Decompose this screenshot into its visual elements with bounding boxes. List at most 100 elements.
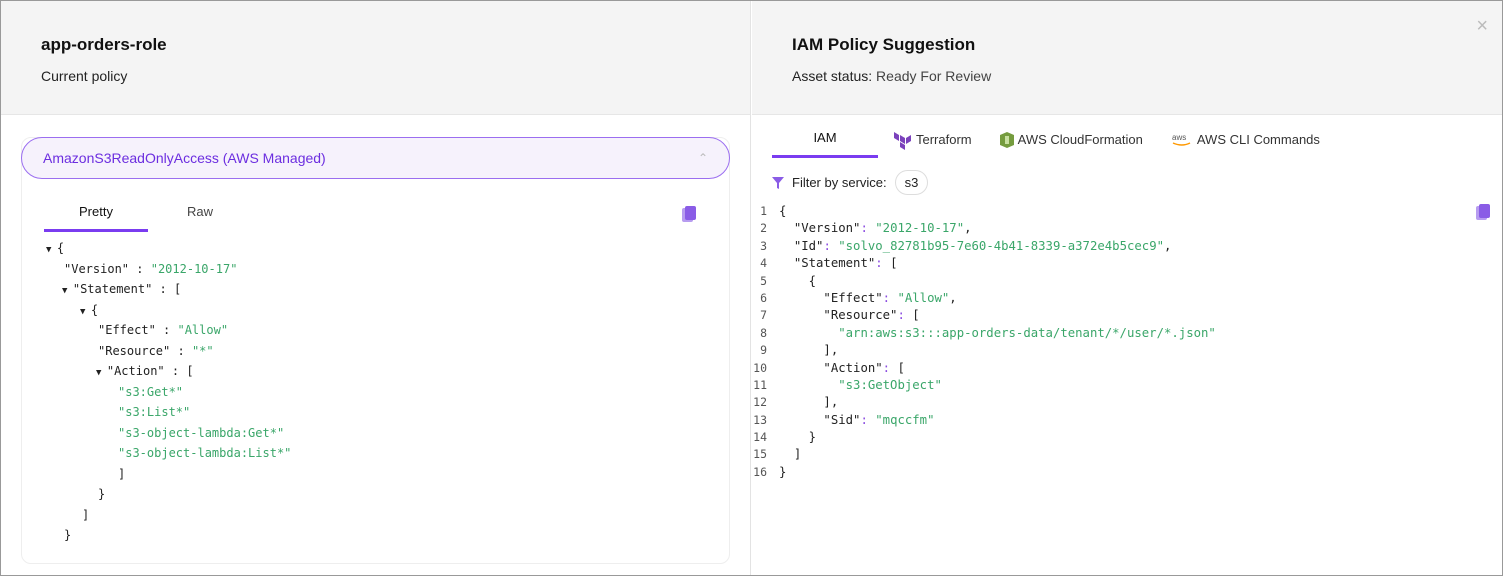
suggestion-panel: IAM Policy Suggestion Asset status: Read…: [752, 1, 1502, 575]
json-value: "Allow": [177, 323, 229, 337]
json-token: ,: [949, 290, 957, 305]
tree-line[interactable]: ▼ {: [46, 241, 64, 257]
line-number: 9: [760, 343, 767, 358]
collapse-triangle-icon[interactable]: ▼: [96, 368, 107, 378]
status-label: Asset status:: [792, 68, 873, 84]
policy-accordion[interactable]: AmazonS3ReadOnlyAccess (AWS Managed) ⌃: [21, 137, 730, 179]
line-number: 3: [760, 238, 767, 253]
tree-line: }: [98, 487, 105, 503]
tab-label: AWS CLI Commands: [1196, 131, 1320, 147]
format-tabs: IAM Terraform AWS CloudFormation aws AWS …: [772, 121, 1334, 158]
tab-aws-cli[interactable]: aws AWS CLI Commands: [1157, 121, 1334, 158]
code-line: 15 ]: [752, 447, 1216, 464]
tree-line: "s3-object-lambda:List*": [118, 446, 291, 462]
chevron-up-icon[interactable]: ⌃: [697, 151, 708, 165]
code-line: 8 "arn:aws:s3:::app-orders-data/tenant/*…: [752, 326, 1216, 343]
json-token: }: [779, 464, 787, 479]
policy-name: AmazonS3ReadOnlyAccess (AWS Managed): [43, 150, 326, 166]
line-number: 10: [753, 360, 767, 375]
status-value: Ready For Review: [876, 68, 992, 84]
tree-line: }: [64, 528, 71, 544]
json-value: "2012-10-17": [150, 261, 238, 276]
json-value: "arn:aws:s3:::app-orders-data/tenant/*/u…: [838, 325, 1216, 340]
code-line: 2 "Version": "2012-10-17",: [752, 221, 1216, 238]
json-token: :: [860, 412, 876, 427]
json-token: ],: [823, 343, 839, 358]
json-value: "s3:GetObject": [838, 377, 942, 392]
json-token: ,: [1164, 238, 1172, 253]
copy-icon[interactable]: [1479, 204, 1490, 218]
code-line: 12 ],: [752, 395, 1216, 412]
view-tabs: Pretty Raw: [44, 196, 252, 232]
json-token: {: [779, 204, 787, 218]
line-number: 2: [760, 221, 767, 236]
line-number: 11: [753, 377, 767, 392]
json-token: {: [90, 302, 99, 317]
code-line: 6 "Effect": "Allow",: [752, 291, 1216, 308]
code-line: 10 "Action": [: [752, 361, 1216, 378]
line-number: 12: [753, 395, 767, 410]
collapse-triangle-icon[interactable]: ▼: [62, 286, 73, 296]
code-line: 16}: [752, 465, 1216, 482]
json-value: "Allow": [897, 290, 950, 305]
tree-line[interactable]: ▼ {: [80, 303, 98, 319]
line-number: 4: [760, 256, 767, 271]
json-token: ]: [118, 466, 126, 481]
tree-line: "s3:List*": [118, 405, 190, 421]
line-number: 7: [760, 308, 767, 323]
json-token: "Resource": [98, 343, 171, 358]
json-token: ]: [82, 507, 90, 522]
tree-line: "s3-object-lambda:Get*": [118, 426, 284, 442]
tab-pretty[interactable]: Pretty: [44, 196, 148, 232]
close-icon[interactable]: ×: [1476, 15, 1488, 37]
json-token: :: [875, 256, 891, 271]
collapse-triangle-icon[interactable]: ▼: [80, 306, 91, 317]
tree-line: ]: [82, 508, 89, 524]
collapse-triangle-icon[interactable]: ▼: [46, 245, 57, 255]
code-line: 13 "Sid": "mqccfm": [752, 413, 1216, 430]
json-value: "s3:List*": [118, 405, 191, 419]
json-value: "s3-object-lambda:Get*": [118, 425, 285, 440]
tree-line[interactable]: ▼ "Action" : [: [96, 364, 194, 380]
json-token: :: [860, 221, 876, 236]
json-value: "mqccfm": [875, 412, 935, 427]
svg-text:aws: aws: [1172, 133, 1186, 142]
json-token: "Action": [823, 360, 883, 375]
json-token: :: [823, 238, 839, 253]
json-token: "Statement": [793, 256, 876, 271]
json-value: "2012-10-17": [875, 221, 965, 236]
panel-title: IAM Policy Suggestion: [792, 35, 976, 54]
line-number: 15: [753, 447, 767, 462]
filter-icon: [772, 176, 784, 189]
line-number: 5: [760, 273, 767, 288]
json-token: {: [808, 273, 817, 288]
tree-line[interactable]: ▼ "Statement" : [: [62, 282, 181, 298]
code-line: 14 }: [752, 430, 1216, 447]
tab-label: IAM: [813, 130, 837, 145]
tab-terraform[interactable]: Terraform: [878, 121, 986, 158]
filter-chip-s3[interactable]: s3: [894, 170, 929, 195]
tree-line: ]: [118, 467, 125, 483]
json-token: "Version": [64, 261, 130, 276]
tab-raw[interactable]: Raw: [186, 204, 213, 219]
json-token: ],: [823, 395, 839, 410]
tab-iam[interactable]: IAM: [772, 121, 878, 158]
service-filter: Filter by service: s3: [772, 170, 929, 195]
copy-icon[interactable]: [685, 206, 696, 220]
line-number: 6: [760, 290, 767, 305]
terraform-icon: [894, 131, 911, 150]
cloudformation-icon: [999, 131, 1014, 148]
tab-cloudformation[interactable]: AWS CloudFormation: [986, 121, 1157, 158]
json-token: [: [890, 256, 898, 271]
code-line: 5 {: [752, 274, 1216, 291]
code-line: 1{: [752, 204, 1216, 221]
json-token: :: [129, 261, 151, 276]
line-number: 13: [753, 412, 767, 427]
json-token: "Action": [106, 364, 165, 378]
policy-code: 1{2 "Version": "2012-10-17", 3 "Id": "sol…: [752, 204, 1216, 482]
filter-label: Filter by service:: [792, 175, 887, 190]
policy-card: AmazonS3ReadOnlyAccess (AWS Managed) ⌃ P…: [21, 137, 730, 564]
json-token: [: [912, 308, 920, 323]
code-line: 4 "Statement": [: [752, 256, 1216, 273]
code-line: 3 "Id": "solvo_82781b95-7e60-4b41-8339-a…: [752, 239, 1216, 256]
